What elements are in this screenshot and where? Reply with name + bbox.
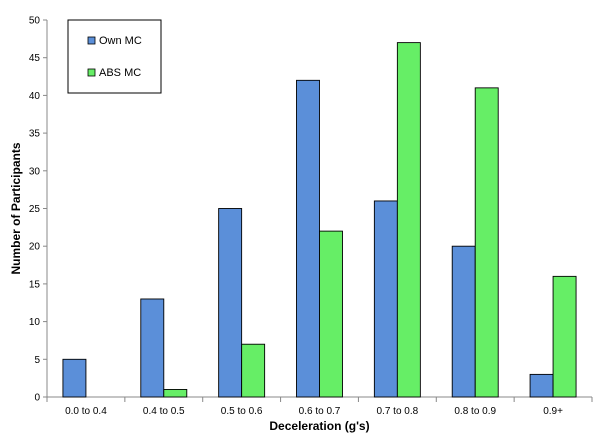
y-tick-label: 10 <box>29 317 41 328</box>
bar-abs-mc <box>396 42 421 398</box>
bar-abs-mc <box>163 389 188 398</box>
y-tick-label: 15 <box>29 279 41 290</box>
bar-abs-mc <box>552 275 577 398</box>
bar-own-mc <box>140 298 165 398</box>
legend-swatch-abs-mc <box>87 68 96 77</box>
legend-label-own-mc: Own MC <box>99 35 142 47</box>
bar-own-mc <box>451 245 476 398</box>
x-tick-label: 0.4 to 0.5 <box>143 406 185 417</box>
x-tick-label: 0.6 to 0.7 <box>299 406 341 417</box>
x-tick-labels: 0.0 to 0.4 0.4 to 0.5 0.5 to 0.6 0.6 to 0.7… <box>46 397 593 417</box>
y-tick-label: 40 <box>29 91 41 102</box>
y-tick-label: 25 <box>29 204 41 215</box>
bar-own-mc <box>373 200 398 398</box>
y-tick-label: 45 <box>29 53 41 64</box>
x-tick-label: 0.9+ <box>543 406 563 417</box>
x-tick-label: 0.5 to 0.6 <box>221 406 263 417</box>
bar-abs-mc <box>474 87 499 398</box>
legend-swatch-own-mc <box>87 36 96 45</box>
y-tick-label: 30 <box>29 166 41 177</box>
y-tick-label: 35 <box>29 129 41 140</box>
y-axis-title: Number of Participants <box>9 142 23 274</box>
y-tick-label: 5 <box>34 355 40 366</box>
legend-box <box>67 19 162 94</box>
bar-own-mc <box>296 79 320 398</box>
y-tick-labels: 0 5 10 15 20 25 30 35 40 45 50 <box>29 16 47 404</box>
legend-label-abs-mc: ABS MC <box>99 67 141 79</box>
y-tick-label: 20 <box>29 242 41 253</box>
bar-own-mc <box>529 373 554 398</box>
bar-own-mc <box>218 208 243 398</box>
bar-abs-mc <box>241 343 266 398</box>
bar-abs-mc <box>319 230 343 398</box>
x-tick-label: 0.8 to 0.9 <box>454 406 496 417</box>
x-tick-label: 0.7 to 0.8 <box>377 406 419 417</box>
y-tick-label: 50 <box>29 16 41 27</box>
x-tick-label: 0.0 to 0.4 <box>65 406 107 417</box>
y-tick-label: 0 <box>34 393 40 404</box>
x-axis-title: Deceleration (g's) <box>269 419 369 433</box>
bars <box>62 42 577 398</box>
bar-own-mc <box>62 358 87 398</box>
legend: Own MC ABS MC <box>67 19 162 94</box>
